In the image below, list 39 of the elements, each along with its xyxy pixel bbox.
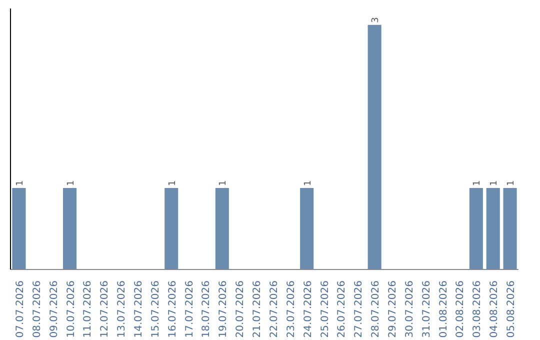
data-label: 1 bbox=[218, 180, 229, 186]
x-tick-label: 05.08.2026 bbox=[506, 280, 518, 338]
x-tick-label: 28.07.2026 bbox=[370, 280, 382, 338]
data-label: 1 bbox=[303, 180, 314, 186]
x-tick-label: 16.07.2026 bbox=[167, 280, 178, 338]
x-tick-label: 30.07.2026 bbox=[404, 280, 416, 338]
x-tick-label: 07.07.2026 bbox=[14, 280, 26, 338]
data-label: 1 bbox=[490, 180, 500, 186]
x-tick-label: 20.07.2026 bbox=[235, 280, 246, 338]
data-label: 1 bbox=[506, 180, 517, 186]
x-tick-label: 03.08.2026 bbox=[472, 280, 484, 338]
x-tick-label: 09.07.2026 bbox=[48, 280, 60, 338]
x-tick-label: 18.07.2026 bbox=[201, 280, 212, 338]
x-tick-label: 21.07.2026 bbox=[252, 280, 264, 338]
x-tick-label: 17.07.2026 bbox=[184, 280, 196, 338]
x-tick-label: 24.07.2026 bbox=[302, 280, 314, 338]
data-label: 3 bbox=[371, 17, 382, 23]
x-tick-label: 02.08.2026 bbox=[455, 280, 466, 338]
x-tick-label: 14.07.2026 bbox=[134, 280, 144, 338]
x-tick-label: 26.07.2026 bbox=[336, 280, 348, 338]
x-tick-label: 29.07.2026 bbox=[388, 280, 398, 338]
x-tick-label: 08.07.2026 bbox=[32, 280, 43, 338]
data-label: 1 bbox=[15, 180, 26, 186]
x-tick-label: 23.07.2026 bbox=[286, 280, 297, 338]
x-tick-label: 13.07.2026 bbox=[116, 280, 128, 338]
x-tick-label: 04.08.2026 bbox=[489, 280, 500, 338]
x-tick-label: 12.07.2026 bbox=[100, 280, 111, 338]
x-tick-label: 01.08.2026 bbox=[438, 280, 450, 338]
x-tick-label: 31.07.2026 bbox=[421, 280, 432, 338]
x-tick-label: 25.07.2026 bbox=[320, 280, 331, 338]
x-tick-label: 10.07.2026 bbox=[66, 280, 77, 338]
x-tick-label: 15.07.2026 bbox=[150, 280, 162, 338]
data-label: 1 bbox=[168, 180, 178, 186]
x-tick-label: 22.07.2026 bbox=[268, 280, 280, 338]
x-tick-label: 11.07.2026 bbox=[82, 280, 94, 338]
data-label: 1 bbox=[472, 180, 483, 186]
x-tick-label: 19.07.2026 bbox=[218, 280, 230, 338]
x-tick-label: 27.07.2026 bbox=[354, 280, 365, 338]
data-label: 1 bbox=[66, 180, 76, 186]
